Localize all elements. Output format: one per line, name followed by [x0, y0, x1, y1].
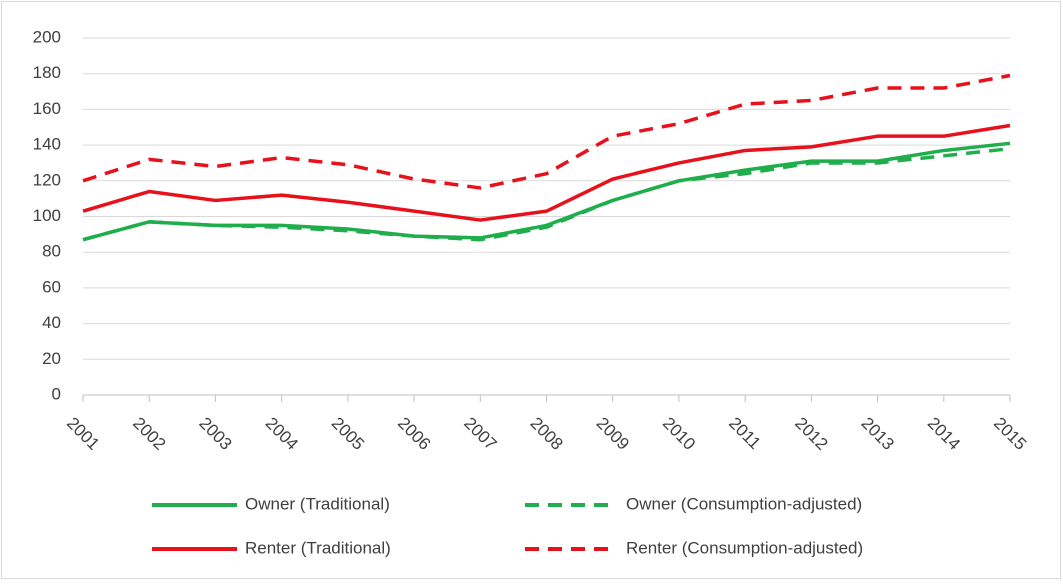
y-tick-label: 0	[52, 384, 61, 403]
legend-label: Renter (Consumption-adjusted)	[626, 538, 863, 557]
y-tick-label: 120	[33, 170, 61, 189]
legend-label: Owner (Consumption-adjusted)	[626, 494, 862, 513]
series-line	[82, 146, 1011, 242]
y-tick-label: 20	[42, 349, 61, 368]
y-tick-label: 180	[33, 63, 61, 82]
legend-label: Renter (Traditional)	[245, 538, 391, 557]
legend-label: Owner (Traditional)	[245, 494, 390, 513]
y-tick-label: 40	[42, 313, 61, 332]
y-tick-label: 60	[42, 277, 61, 296]
series-line	[82, 123, 1011, 222]
y-tick-label: 140	[33, 135, 61, 154]
y-tick-label: 80	[42, 242, 61, 261]
series-line	[82, 73, 1011, 190]
y-tick-label: 160	[33, 99, 61, 118]
y-tick-label: 200	[33, 27, 61, 46]
y-tick-label: 100	[33, 206, 61, 225]
